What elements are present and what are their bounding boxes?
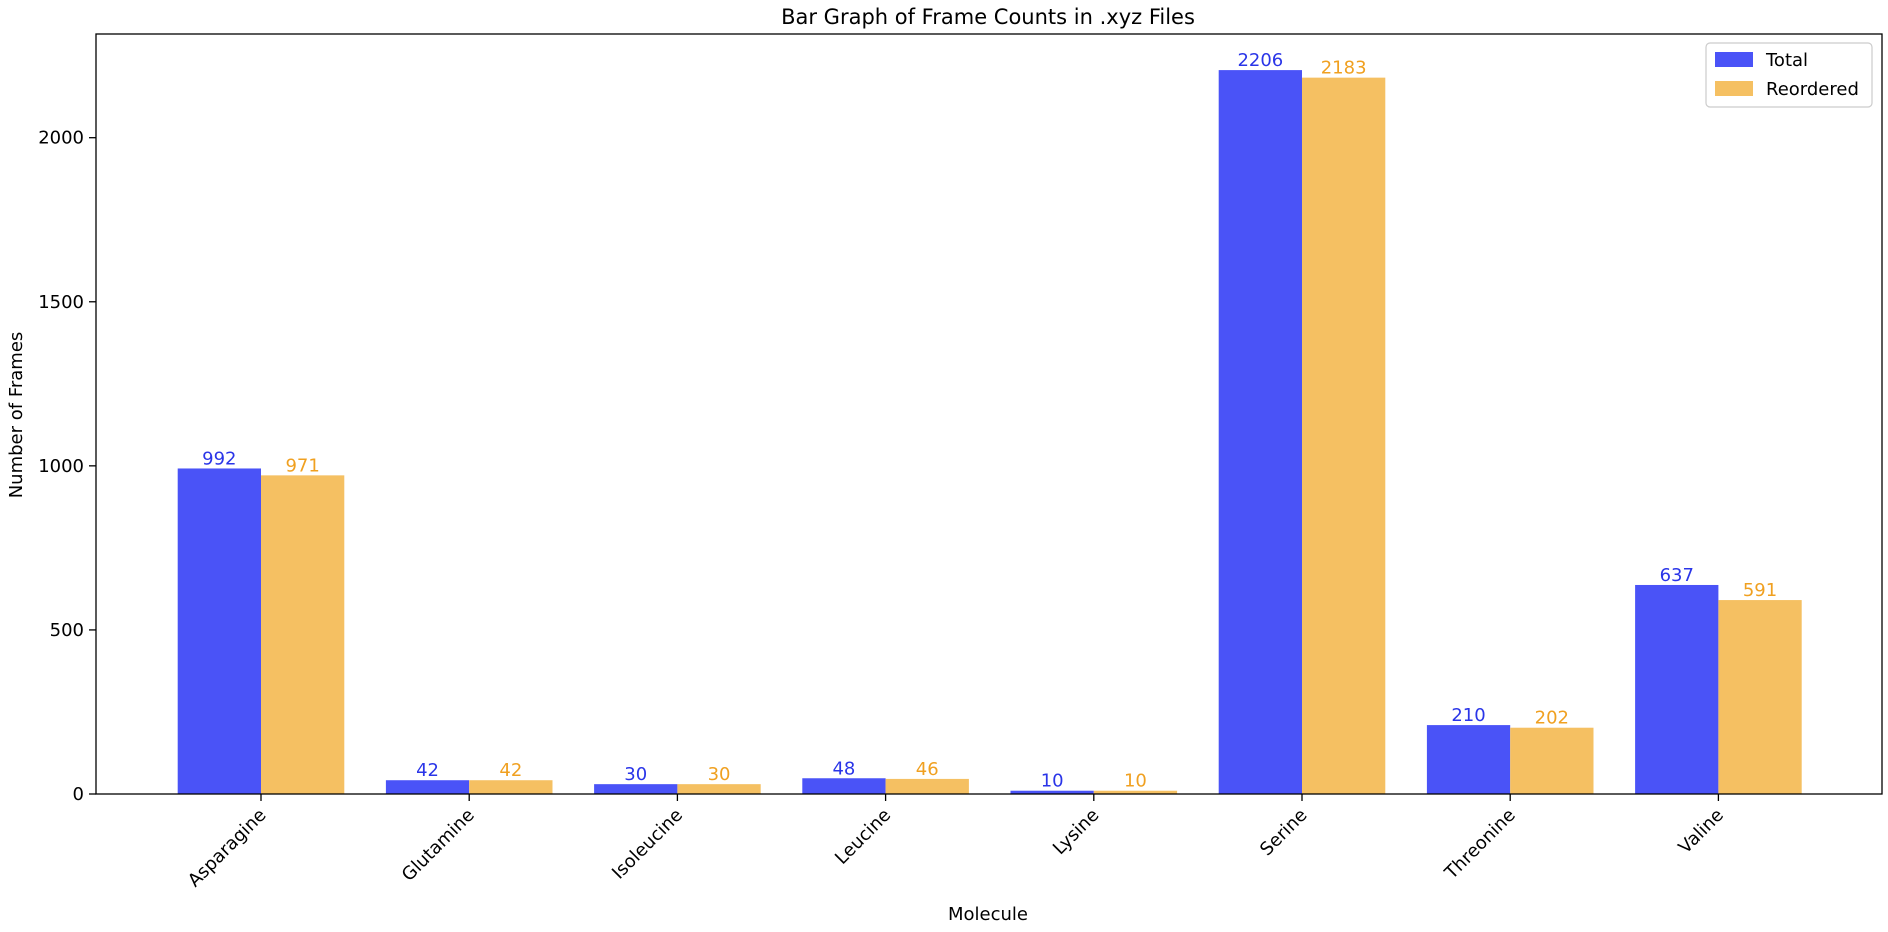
- y-tick-label: 1000: [38, 456, 84, 477]
- bar-total-isoleucine: [594, 784, 678, 794]
- data-label-reordered-serine: 2183: [1321, 58, 1367, 79]
- bar-total-serine: [1218, 70, 1302, 795]
- data-label-reordered-asparagine: 971: [285, 455, 319, 476]
- data-label-reordered-isoleucine: 30: [708, 764, 731, 785]
- data-label-reordered-threonine: 202: [1535, 708, 1569, 729]
- bar-reordered-serine: [1302, 77, 1386, 794]
- x-tick-label-leucine: Leucine: [831, 805, 895, 869]
- data-label-total-asparagine: 992: [202, 448, 236, 469]
- data-label-total-serine: 2206: [1237, 50, 1283, 71]
- legend: Total Reordered: [1705, 42, 1873, 108]
- y-axis-label: Number of Frames: [6, 332, 27, 499]
- y-tick-label: 0: [73, 784, 84, 805]
- x-axis-label: Molecule: [948, 904, 1028, 925]
- bar-total-glutamine: [385, 780, 470, 794]
- bar-reordered-isoleucine: [677, 784, 761, 794]
- bar-reordered-asparagine: [261, 475, 345, 794]
- data-label-total-lysine: 10: [1041, 771, 1064, 792]
- x-tick-label-lysine: Lysine: [1049, 805, 1103, 859]
- bar-total-lysine: [1010, 790, 1094, 794]
- x-tick-label-isoleucine: Isoleucine: [608, 805, 687, 884]
- x-tick-label-glutamine: Glutamine: [398, 805, 479, 886]
- bar-reordered-valine: [1718, 600, 1802, 794]
- axes-frame: [95, 33, 1883, 795]
- data-label-reordered-leucine: 46: [916, 759, 939, 780]
- y-tick-label: 1500: [38, 292, 84, 313]
- bar-total-leucine: [802, 778, 886, 794]
- data-label-total-isoleucine: 30: [624, 764, 647, 785]
- legend-swatch-total: [1715, 52, 1753, 67]
- data-label-total-threonine: 210: [1451, 705, 1485, 726]
- bar-reordered-lysine: [1093, 790, 1178, 794]
- legend-label-reordered: Reordered: [1766, 79, 1859, 100]
- bar-reordered-leucine: [885, 778, 969, 794]
- y-tick-label: 500: [50, 620, 84, 641]
- data-label-reordered-lysine: 10: [1124, 771, 1147, 792]
- data-label-reordered-glutamine: 42: [499, 760, 522, 781]
- y-tick-label: 2000: [38, 128, 84, 149]
- legend-swatch-reordered: [1715, 81, 1753, 96]
- bar-total-valine: [1635, 584, 1719, 794]
- bar-reordered-glutamine: [469, 780, 553, 794]
- x-tick-label-threonine: Threonine: [1440, 805, 1519, 884]
- chart-title: Bar Graph of Frame Counts in .xyz Files: [781, 5, 1195, 29]
- data-label-total-glutamine: 42: [416, 760, 439, 781]
- x-tick-label-serine: Serine: [1256, 805, 1311, 860]
- legend-label-total: Total: [1765, 50, 1808, 71]
- plot-area: 992 42 30 48 10 2206 210 637 971 42 30 46 10 2183 202 5…: [38, 33, 1883, 892]
- data-label-total-leucine: 48: [832, 758, 855, 779]
- bar-reordered-threonine: [1510, 727, 1594, 794]
- bar-total-threonine: [1426, 725, 1511, 794]
- bar-total-asparagine: [177, 468, 261, 794]
- data-label-reordered-valine: 591: [1743, 580, 1777, 601]
- x-tick-label-valine: Valine: [1675, 805, 1728, 858]
- x-tick-label-asparagine: Asparagine: [184, 805, 271, 892]
- data-label-total-valine: 637: [1660, 565, 1694, 586]
